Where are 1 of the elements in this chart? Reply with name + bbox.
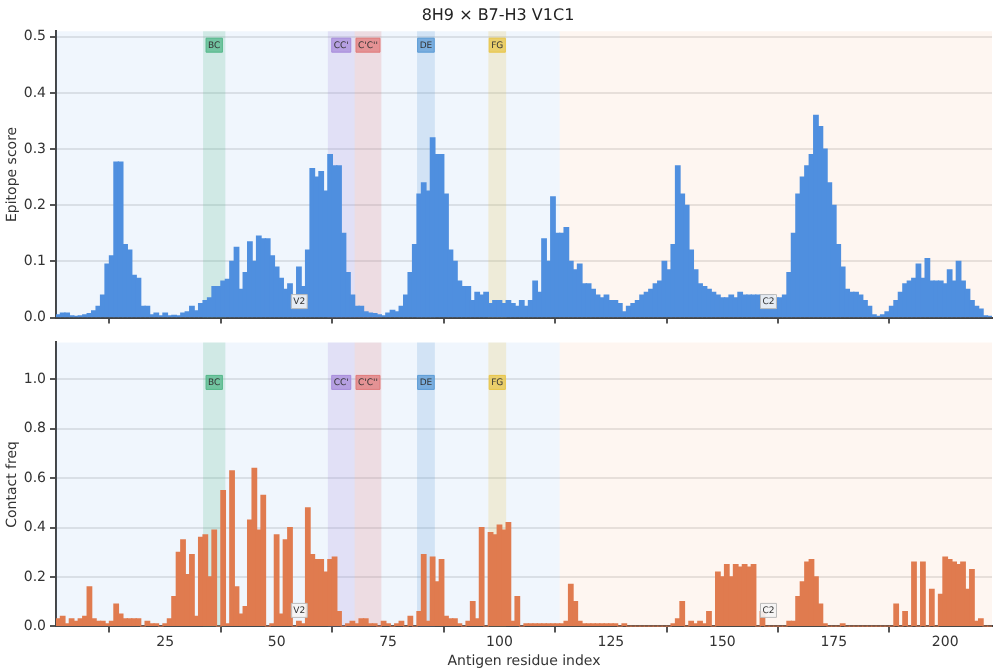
chart-title: 8H9 × B7-H3 V1C1 [421,5,575,24]
